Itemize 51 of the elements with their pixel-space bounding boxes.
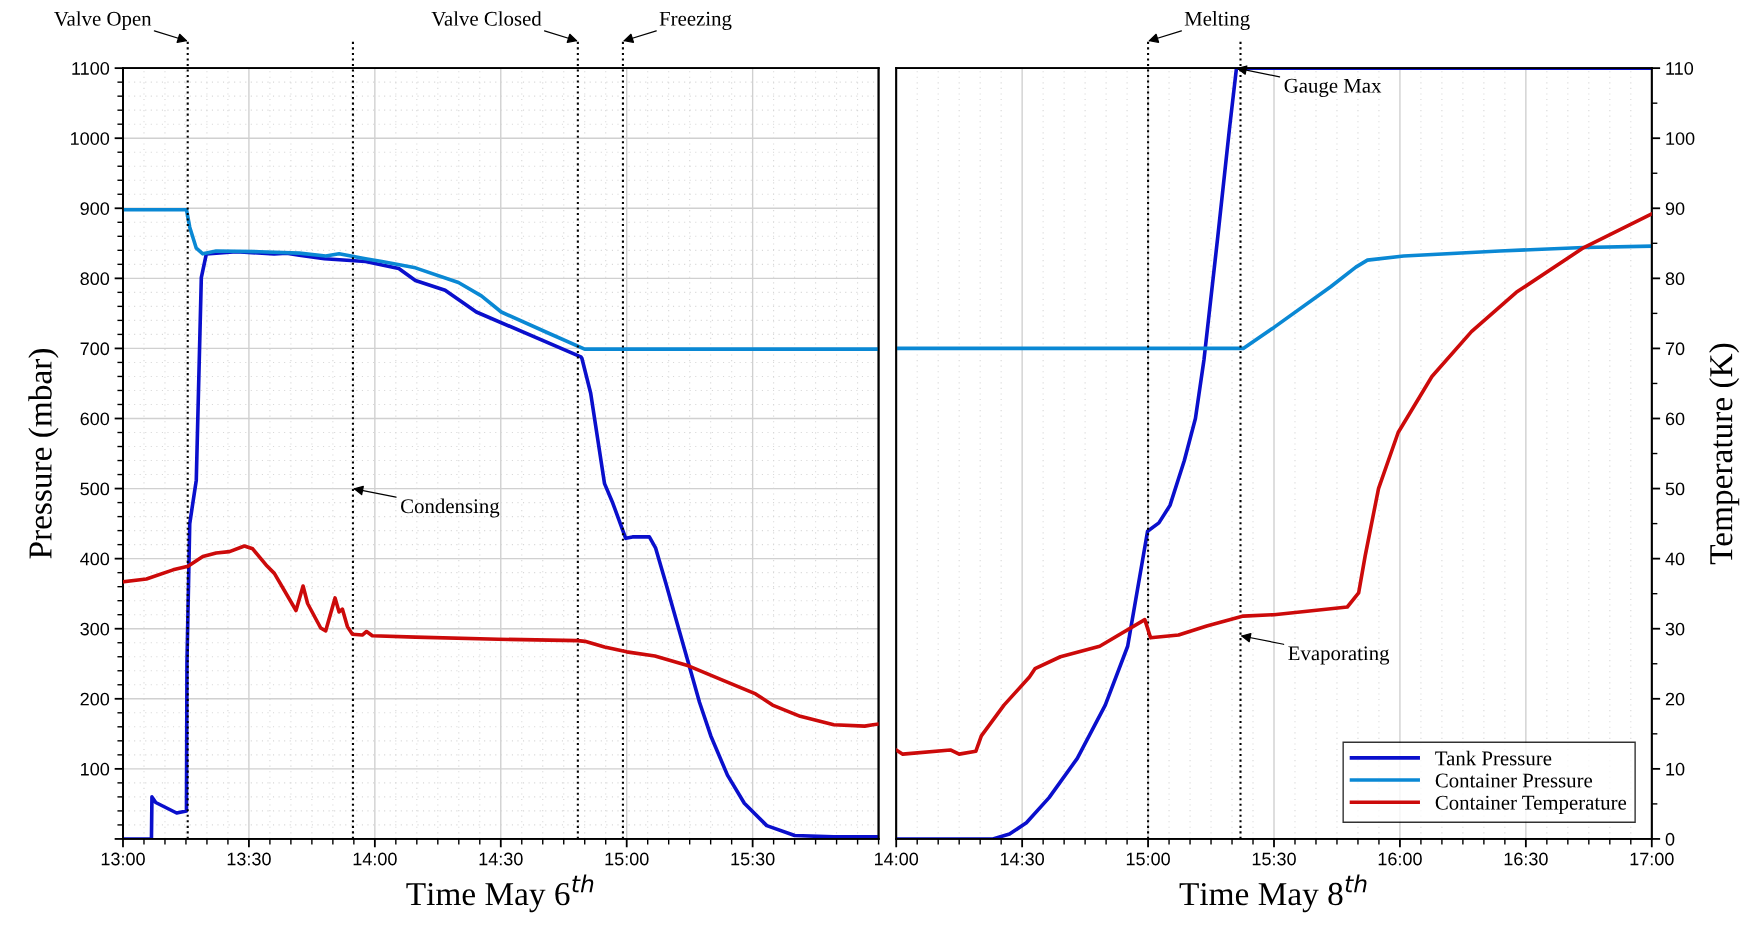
y2-tick-label: 80 (1665, 272, 1685, 286)
y-tick-label: 200 (80, 692, 110, 706)
x-tick-label: 13:00 (101, 852, 145, 866)
y2-tick-label: 30 (1665, 622, 1685, 636)
y-tick-label: 600 (80, 412, 110, 426)
y-tick-label: 1000 (71, 132, 110, 145)
y-axis-title: Pressure (mbar) (28, 349, 59, 559)
y2-tick-label: 100 (1666, 132, 1695, 145)
y2-tick-label: 0 (1665, 832, 1675, 846)
y-tick-label: 500 (80, 482, 110, 496)
x-tick-label: 15:30 (731, 852, 775, 866)
y2-tick-label: 40 (1665, 552, 1685, 566)
y-tick-label: 900 (80, 202, 110, 215)
x-axis-title: Time May 6$^{th}$ (406, 874, 594, 913)
ref-line-label: Freezing (659, 11, 732, 31)
y2-tick-label: 110 (1666, 62, 1694, 75)
y2-axis-title: Temperature (K) (1708, 343, 1740, 565)
y2-tick-label: 60 (1665, 412, 1685, 426)
y2-tick-label: 10 (1666, 762, 1685, 776)
y2-tick-label: 90 (1665, 202, 1685, 215)
x-tick-label: 13:30 (227, 852, 271, 866)
x-axis-title: Time May 8$^{th}$ (1179, 874, 1367, 913)
x-tick-label: 15:00 (605, 852, 649, 866)
y-tick-label: 300 (80, 622, 110, 636)
y-tick-label: 1100 (72, 62, 110, 75)
legend-label: Container Pressure (1435, 773, 1593, 788)
legend-label: Container Temperature (1435, 795, 1627, 814)
y2-tick-label: 20 (1665, 692, 1685, 706)
y-tick-label: 400 (80, 552, 110, 566)
y2-tick-label: 70 (1665, 342, 1685, 356)
ref-line-label: Melting (1184, 11, 1250, 31)
y2-tick-label: 50 (1665, 482, 1685, 496)
ref-line-label: Valve Open (54, 11, 152, 31)
ref-line-label: Valve Closed (431, 11, 542, 26)
y-tick-label: 100 (81, 762, 110, 776)
x-tick-label: 16:00 (1378, 852, 1422, 866)
annotation: Evaporating (1288, 646, 1390, 665)
x-tick-label: 14:30 (1000, 852, 1045, 866)
line-series (122, 207, 879, 351)
legend-label: Tank Pressure (1435, 750, 1552, 766)
x-tick-label: 15:30 (1252, 852, 1296, 866)
x-tick-label: 17:00 (1630, 852, 1674, 866)
x-tick-label: 14:00 (875, 852, 919, 866)
x-tick-label: 15:00 (1126, 852, 1170, 866)
annotation: Condensing (401, 498, 500, 518)
y-tick-label: 800 (80, 272, 110, 286)
x-tick-label: 14:30 (479, 852, 523, 866)
y-tick-label: 700 (80, 342, 110, 356)
annotation: Gauge Max (1284, 78, 1382, 98)
x-tick-label: 16:30 (1504, 852, 1548, 866)
x-tick-label: 14:00 (353, 852, 397, 866)
